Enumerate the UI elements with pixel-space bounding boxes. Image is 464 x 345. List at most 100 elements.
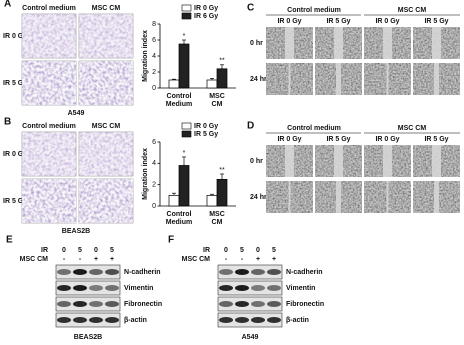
protein-label: N-cadherin xyxy=(124,269,161,276)
lane-value: + xyxy=(110,256,114,263)
blot-strip xyxy=(217,296,283,312)
column-header: MSC CM xyxy=(92,5,121,12)
protein-label: β-actin xyxy=(124,317,147,324)
micrograph-texture xyxy=(79,132,133,176)
bar xyxy=(178,43,190,89)
blot-strip xyxy=(217,280,283,296)
blot-band xyxy=(105,317,119,323)
blot-band xyxy=(219,269,233,275)
condition-label: IR xyxy=(203,247,210,254)
panel-label: A xyxy=(4,0,11,10)
group-header: MSC CM xyxy=(398,125,427,132)
blot-band xyxy=(235,269,249,275)
group-header: MSC CM xyxy=(398,7,427,14)
blot-band xyxy=(235,301,249,307)
blot-band xyxy=(267,285,281,291)
blot-strip xyxy=(55,296,121,312)
row-label: IR 0 Gy xyxy=(3,33,27,40)
blot-strip xyxy=(217,264,283,280)
micrograph-texture xyxy=(79,61,133,105)
blot-band xyxy=(73,301,87,307)
blot-strip xyxy=(55,312,121,328)
caption: A549 xyxy=(242,334,259,341)
micrograph-texture xyxy=(22,61,76,105)
blot-band xyxy=(251,269,265,275)
legend-swatch xyxy=(181,4,192,12)
bar xyxy=(168,194,180,207)
blot-band xyxy=(89,285,103,291)
protein-label: Vimentin xyxy=(286,285,315,292)
scratch-gap xyxy=(334,27,343,59)
group-header: Control medium xyxy=(287,125,341,132)
protein-label: Fibronectin xyxy=(124,301,162,308)
lane-value: 5 xyxy=(110,247,114,254)
blot-band xyxy=(235,317,249,323)
scratch-gap xyxy=(386,181,389,213)
protein-label: Vimentin xyxy=(124,285,153,292)
scratch-gap xyxy=(334,145,343,177)
scratch-gap xyxy=(288,63,291,95)
caption: BEAS2B xyxy=(62,228,90,235)
lane-value: 5 xyxy=(240,247,244,254)
blot-strip xyxy=(55,280,121,296)
row-label: IR 0 Gy xyxy=(3,151,27,158)
x-tick-label: MSC CM xyxy=(209,211,225,226)
bar xyxy=(216,68,228,89)
blot-band xyxy=(251,317,265,323)
significance: ** xyxy=(219,58,225,65)
blot-band xyxy=(57,269,71,275)
blot-strip xyxy=(217,312,283,328)
bar xyxy=(168,79,180,89)
column-header: IR 5 Gy xyxy=(326,136,350,143)
scratch-gap xyxy=(432,27,441,59)
column-header: IR 0 Gy xyxy=(277,136,301,143)
lane-value: 0 xyxy=(62,247,66,254)
scratch-gap xyxy=(434,181,439,213)
row-label: IR 5 Gy xyxy=(3,198,27,205)
blot-band xyxy=(105,285,119,291)
blot-band xyxy=(57,317,71,323)
column-header: Control medium xyxy=(22,123,76,130)
blot-band xyxy=(89,269,103,275)
y-tick-label: 0 xyxy=(152,203,156,210)
scratch-gap xyxy=(383,27,392,59)
x-tick-label: MSC CM xyxy=(209,93,225,108)
y-tick-label: 6 xyxy=(152,37,156,44)
micrograph-texture xyxy=(79,179,133,223)
micrograph-texture xyxy=(22,14,76,58)
legend-swatch xyxy=(181,122,192,130)
lane-value: 5 xyxy=(78,247,82,254)
scratch-gap xyxy=(434,63,439,95)
legend-swatch xyxy=(181,12,192,20)
panel-label: B xyxy=(4,117,11,128)
bar xyxy=(178,165,190,207)
lane-value: 0 xyxy=(256,247,260,254)
scratch-gap xyxy=(383,145,392,177)
blot-band xyxy=(89,301,103,307)
row-label: 0 hr xyxy=(250,158,263,165)
significance: * xyxy=(183,33,186,40)
lane-value: - xyxy=(63,256,66,263)
blot-band xyxy=(219,285,233,291)
significance: * xyxy=(183,150,186,157)
blot-band xyxy=(219,301,233,307)
legend-label: IR 5 Gy xyxy=(194,131,218,138)
y-axis-label: Migration index xyxy=(142,30,149,82)
y-tick-label: 6 xyxy=(152,139,156,146)
blot-band xyxy=(267,301,281,307)
blot-band xyxy=(73,269,87,275)
blot-band xyxy=(251,285,265,291)
y-tick-label: 8 xyxy=(152,21,156,28)
caption: A549 xyxy=(68,110,85,117)
protein-label: Fibronectin xyxy=(286,301,324,308)
significance: ** xyxy=(219,167,225,174)
column-header: IR 0 Gy xyxy=(277,18,301,25)
x-tick-label: Control Medium xyxy=(166,211,192,226)
row-label: 0 hr xyxy=(250,40,263,47)
y-tick-label: 4 xyxy=(152,53,156,60)
lane-value: + xyxy=(94,256,98,263)
blot-band xyxy=(73,317,87,323)
column-header: IR 0 Gy xyxy=(375,18,399,25)
group-header: Control medium xyxy=(287,7,341,14)
